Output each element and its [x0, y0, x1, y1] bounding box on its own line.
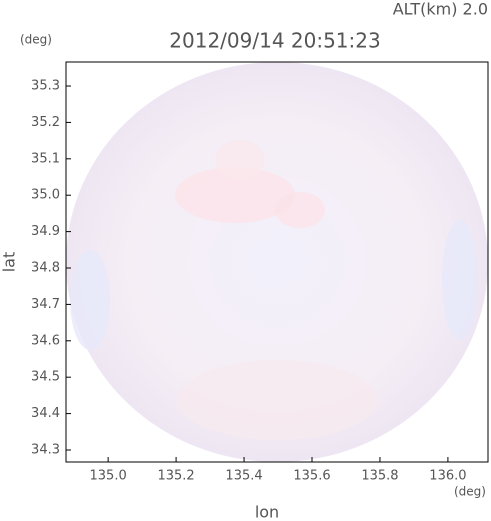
y-tick-label: 34.5	[31, 370, 60, 385]
y-tick-label: 34.7	[31, 297, 60, 312]
x-tick-label: 135.8	[361, 469, 398, 484]
x-tick-label: 135.0	[90, 469, 127, 484]
y-axis-label: lat	[0, 252, 19, 273]
x-tick-label: 136.0	[429, 469, 466, 484]
y-tick-label: 34.4	[31, 406, 60, 421]
x-tick-label: 135.6	[293, 469, 330, 484]
chart-title: 2012/09/14 20:51:23	[169, 29, 380, 53]
y-tick-label: 34.6	[31, 333, 60, 348]
plot-frame	[65, 61, 489, 463]
radar-disk	[66, 62, 488, 462]
y-tick-label: 34.3	[31, 442, 60, 457]
y-tick-label: 35.2	[31, 115, 60, 130]
subtitle: ALT(km) 2.0	[393, 0, 488, 19]
y-unit: (deg)	[20, 33, 52, 47]
y-tick-label: 35.1	[31, 151, 60, 166]
y-tick-label: 35.0	[31, 188, 60, 203]
y-tick-label: 34.8	[31, 261, 60, 276]
x-tick-label: 135.4	[225, 469, 262, 484]
x-tick-label: 135.2	[157, 469, 194, 484]
y-tick-label: 35.3	[31, 79, 60, 94]
x-unit: (deg)	[454, 485, 486, 499]
x-axis-label: lon	[255, 503, 279, 521]
y-tick-label: 34.9	[31, 224, 60, 239]
